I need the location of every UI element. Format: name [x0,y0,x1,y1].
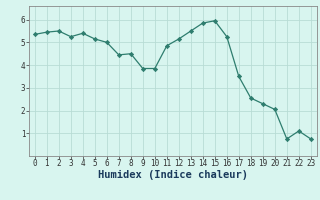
X-axis label: Humidex (Indice chaleur): Humidex (Indice chaleur) [98,170,248,180]
